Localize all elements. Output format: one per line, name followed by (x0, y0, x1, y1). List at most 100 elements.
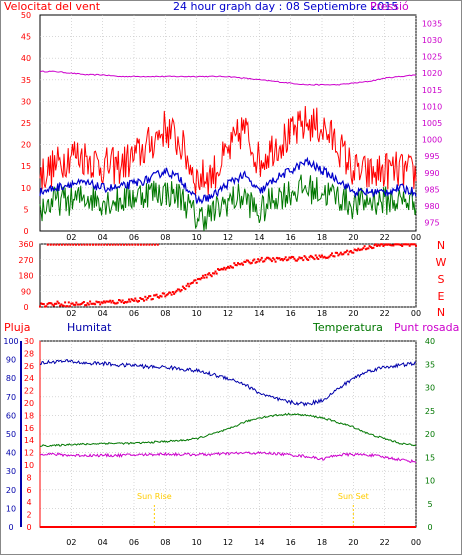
humidity-axis-tick: 50 (6, 430, 16, 439)
direction-point (238, 263, 241, 266)
direction-point (219, 268, 222, 271)
direction-point (413, 243, 416, 246)
wind-x-tick: 12 (223, 233, 233, 242)
direction-point (412, 243, 415, 246)
pressure-axis-tick: 985 (424, 185, 439, 194)
direction-point (185, 284, 188, 287)
direction-point (415, 244, 417, 247)
direction-point (47, 302, 50, 305)
direction-point (407, 243, 410, 246)
humidity-axis-tick: 20 (6, 486, 16, 495)
direction-point (66, 305, 69, 308)
direction-point (70, 302, 73, 305)
rain-axis-tick: 14 (24, 436, 34, 445)
direction-point (104, 301, 107, 304)
direction-point (66, 243, 69, 246)
direction-point (110, 301, 113, 304)
wind-axis-tick: 25 (21, 119, 31, 128)
wind-axis-tick: 50 (21, 11, 31, 20)
wind-x-tick: 16 (286, 233, 296, 242)
direction-point (309, 254, 312, 257)
direction-point (190, 282, 193, 284)
rain-axis-tick: 4 (26, 498, 31, 507)
direction-point (60, 243, 63, 246)
direction-point (381, 243, 384, 246)
climate-x-tick: 18 (317, 538, 327, 547)
direction-point (386, 243, 389, 246)
rain-axis-tick: 16 (24, 424, 34, 433)
direction-point (81, 301, 84, 304)
pressure-axis-tick: 1010 (422, 102, 442, 111)
direction-x-tick: 04 (98, 309, 108, 318)
humidity-axis-tick: 90 (6, 356, 16, 365)
direction-point (312, 256, 315, 259)
direction-point (372, 246, 375, 249)
climate-x-tick: 22 (380, 538, 390, 547)
direction-point (405, 243, 407, 246)
direction-point (210, 275, 213, 278)
direction-point (235, 264, 238, 267)
rain-axis-tick: 0 (26, 523, 31, 532)
direction-point (165, 294, 168, 297)
direction-point (270, 260, 273, 263)
direction-point (86, 302, 89, 305)
direction-point (170, 293, 173, 296)
direction-point (80, 303, 83, 305)
direction-point (363, 245, 366, 248)
direction-point (230, 266, 233, 269)
direction-point (52, 304, 55, 307)
direction-point (131, 243, 134, 246)
pressure-axis-tick: 1035 (422, 19, 442, 28)
direction-point (304, 256, 307, 259)
direction-point (155, 293, 158, 296)
direction-point (366, 247, 369, 250)
direction-point (124, 301, 127, 303)
direction-point (229, 265, 232, 268)
temperature-axis-tick: 10 (425, 477, 435, 486)
direction-point (55, 243, 58, 246)
humidity-axis-tick: 10 (6, 504, 16, 513)
direction-point (101, 301, 104, 304)
direction-point (368, 245, 371, 248)
direction-point (72, 303, 75, 306)
direction-point (206, 273, 209, 276)
direction-point (410, 243, 412, 246)
direction-x-tick: 14 (254, 309, 264, 318)
direction-point (373, 244, 376, 247)
direction-point (327, 256, 330, 259)
direction-point (196, 278, 199, 281)
humidity-axis-tick: 80 (6, 374, 16, 383)
direction-point (51, 303, 54, 306)
wind-axis-tick: 15 (21, 162, 31, 171)
direction-point (154, 294, 157, 297)
direction-point (317, 258, 320, 260)
direction-point (195, 281, 198, 284)
direction-point (306, 258, 308, 261)
direction-point (42, 303, 45, 306)
direction-point (134, 297, 137, 300)
direction-point (129, 300, 132, 303)
direction-point (183, 287, 186, 289)
compass-label: W (436, 256, 447, 269)
direction-point (391, 244, 394, 247)
direction-point (92, 302, 95, 305)
temperature-axis-tick: 0 (427, 523, 432, 532)
direction-point (279, 258, 282, 261)
direction-point (65, 305, 68, 308)
direction-point (142, 243, 145, 246)
direction-point (333, 255, 336, 258)
direction-point (232, 266, 234, 269)
direction-point (371, 247, 374, 250)
direction-point (188, 285, 191, 288)
direction-point (239, 263, 242, 266)
direction-axis-tick: 270 (18, 256, 33, 265)
direction-point (259, 258, 262, 261)
direction-point (406, 243, 409, 246)
temperature-axis-title: Temperatura (313, 321, 383, 334)
humidity-axis-tick: 40 (6, 449, 16, 458)
direction-point (254, 261, 257, 264)
direction-point (97, 243, 100, 246)
direction-point (109, 299, 112, 302)
pressure-axis-tick: 1015 (422, 86, 442, 95)
